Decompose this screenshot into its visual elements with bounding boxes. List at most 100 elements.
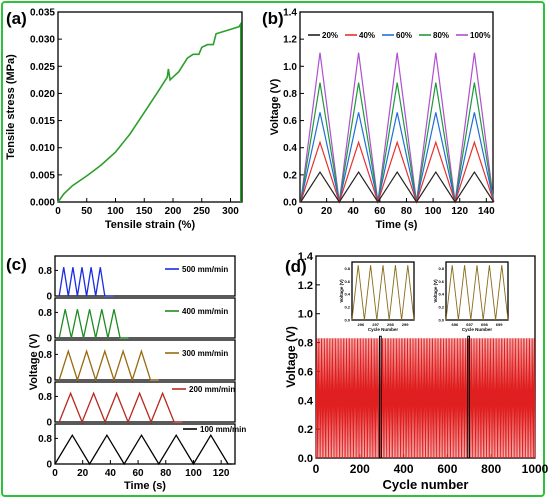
inset-x-tick-label: 299	[402, 322, 409, 327]
y-tick-label-d: 0.2	[298, 424, 313, 436]
legend-label-b: 20%	[322, 31, 338, 40]
inset-y-axis-label: Voltage (V)	[339, 279, 344, 303]
inset-y-tick-label: 0.6	[344, 279, 350, 284]
legend-label-c: 300 mm/min	[182, 349, 228, 358]
inset-y-tick-label: 0.6	[438, 279, 444, 284]
x-tick-label-c: 100	[185, 468, 202, 479]
figure-frame	[1, 1, 545, 497]
inset-signal	[445, 265, 509, 321]
x-tick-label-d: 800	[481, 462, 501, 476]
x-tick-label-b: 60	[374, 206, 386, 217]
y-axis-label-d: Voltage (V)	[284, 326, 298, 388]
series-line-c	[58, 309, 129, 339]
legend-label-c: 100 mm/min	[200, 425, 246, 434]
y-tick-label-a: 0.005	[30, 170, 55, 181]
series-line-c	[58, 391, 183, 424]
x-tick-label-a: 200	[165, 206, 182, 217]
panel-d-label: (d)	[285, 257, 307, 276]
plot-area-b	[299, 11, 494, 203]
y-tick-label-d: 0.8	[298, 338, 313, 350]
y-tick-label-d: 1.2	[298, 280, 313, 292]
inset-x-tick-label: 296	[358, 322, 365, 327]
x-axis-label-d: Cycle number	[383, 477, 469, 492]
x-tick-label-b: 40	[348, 206, 360, 217]
inset-y-tick-label: 0.4	[438, 292, 444, 297]
inset-x-tick-label: 697	[466, 322, 473, 327]
y-tick-label-b: 1.2	[283, 35, 297, 46]
y-tick-label-c: 0	[46, 376, 52, 387]
y-tick-label-a: 0.035	[30, 8, 55, 19]
y-tick-label-a: 0.025	[30, 62, 55, 73]
x-tick-label-d: 200	[350, 462, 370, 476]
panel-a-label: (a)	[6, 9, 27, 28]
inset-x-tick-label: 297	[372, 322, 379, 327]
y-tick-label-a: 0.020	[30, 89, 55, 100]
cycle-signal-d	[315, 338, 536, 459]
inset-y-tick-label: 0.8	[344, 266, 350, 271]
x-tick-label-c: 0	[52, 468, 58, 479]
panel-b-label: (b)	[262, 9, 284, 28]
y-tick-label-a: 0.030	[30, 35, 55, 46]
x-tick-label-a: 100	[107, 206, 124, 217]
legend-label-b: 40%	[359, 31, 375, 40]
y-tick-label-b: 0.0	[283, 198, 297, 209]
series-line-b	[300, 170, 495, 204]
y-tick-label-d: 0.4	[298, 395, 314, 407]
inset-plot-area	[445, 261, 509, 321]
series-line-b	[300, 82, 495, 203]
chart-d: 0 200 400 600 800 1000 0.0 0.2 0.4 0.6 0.8 1.0 1.2 1.…	[284, 251, 549, 492]
x-tick-label-c: 40	[105, 468, 117, 479]
x-tick-label-a: 50	[81, 206, 93, 217]
highlight-box-d	[467, 335, 471, 459]
x-tick-label-b: 140	[478, 206, 495, 217]
x-tick-label-b: 20	[321, 206, 333, 217]
y-axis-label-a: Tensile stress (MPa)	[5, 54, 17, 160]
chart-b: 0 20 40 60 80 100 120 140 0.0 0.2 0.4 0.6 0.8 1.0 1.2 1…	[269, 8, 495, 232]
inset-x-tick-label: 699	[496, 322, 503, 327]
inset-y-axis-label: Voltage (V)	[433, 279, 438, 303]
y-tick-label-c: 0	[46, 334, 52, 345]
y-tick-label-c: 0	[46, 292, 52, 303]
x-tick-label-c: 20	[77, 468, 89, 479]
x-tick-label-c: 60	[133, 468, 145, 479]
y-axis-label-b: Voltage (V)	[269, 78, 281, 135]
series-line-b	[300, 140, 495, 204]
inset-x-tick-label: 698	[481, 322, 488, 327]
legend-label-b: 100%	[470, 31, 490, 40]
x-tick-label-b: 80	[401, 206, 413, 217]
x-tick-label-b: 0	[297, 206, 303, 217]
inset-x-tick-label: 696	[452, 322, 459, 327]
x-axis-label-c: Time (s)	[124, 480, 166, 492]
y-tick-label-c: 0.8	[38, 434, 52, 445]
chart-c: 0 0.8 500 mm/min 0 0.8 400 mm/min 0 0.8 300 mm/m…	[28, 255, 246, 492]
y-tick-label-c: 0.8	[38, 308, 52, 319]
inset-y-tick-label: 0.0	[344, 318, 350, 323]
panel-c-label: (c)	[6, 255, 27, 274]
y-tick-label-b: 0.4	[283, 143, 297, 154]
x-tick-label-a: 250	[193, 206, 210, 217]
stress-strain-curve	[57, 21, 242, 203]
x-tick-label-c: 80	[160, 468, 172, 479]
inset-signal	[351, 265, 415, 321]
plot-area-a	[57, 11, 243, 203]
y-tick-label-d: 1.0	[298, 309, 313, 321]
x-axis-label-a: Tensile strain (%)	[105, 219, 196, 231]
legend-label-b: 60%	[396, 31, 412, 40]
y-tick-label-b: 0.8	[283, 89, 297, 100]
x-tick-label-b: 120	[451, 206, 468, 217]
highlight-box-d	[379, 335, 382, 459]
legend-label-c: 400 mm/min	[182, 307, 228, 316]
y-tick-label-a: 0.015	[30, 116, 55, 127]
series-line-c	[58, 349, 159, 383]
legend-label-c: 500 mm/min	[182, 265, 228, 274]
legend-label-c: 200 mm/min	[189, 385, 235, 394]
x-axis-label-b: Time (s)	[376, 219, 418, 231]
y-tick-label-c: 0	[46, 460, 52, 471]
y-axis-label-c: Voltage (V)	[28, 333, 40, 390]
inset-x-tick-label: 298	[387, 322, 394, 327]
x-tick-label-d: 0	[313, 462, 320, 476]
inset-y-tick-label: 0.4	[344, 292, 350, 297]
y-tick-label-d: 0.6	[298, 366, 313, 378]
series-line-b	[300, 112, 495, 203]
